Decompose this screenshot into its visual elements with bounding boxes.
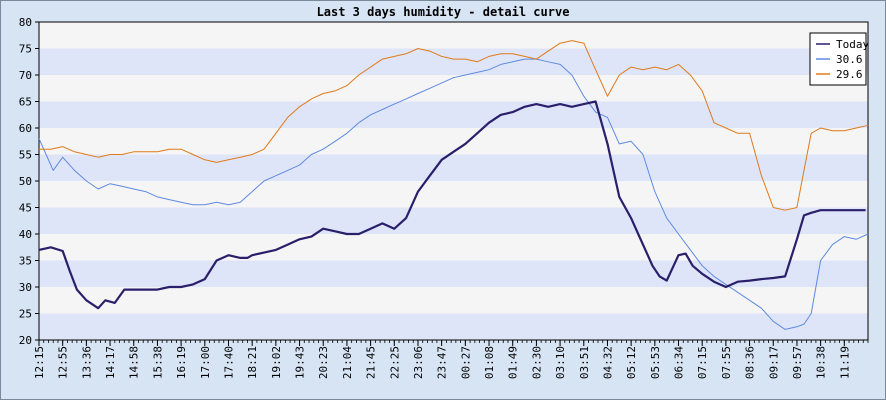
x-tick-label: 13:36	[80, 346, 93, 379]
x-tick-label: 06:34	[673, 346, 686, 379]
y-axis: 20 25 30 35 40 45 50 55 60 65 70 75 80	[19, 16, 39, 347]
grid-band	[39, 234, 868, 261]
x-tick-label: 15:38	[151, 346, 164, 379]
legend-label: Today	[836, 38, 869, 51]
x-tick-label: 07:55	[720, 346, 733, 379]
x-tick-label: 01:08	[483, 346, 496, 379]
x-tick-label: 04:32	[601, 346, 614, 379]
grid-band	[39, 287, 868, 314]
x-tick-label: 14:17	[104, 346, 117, 379]
y-tick-label: 25	[19, 308, 32, 321]
grid-bands	[38, 21, 869, 341]
grid-band	[39, 101, 868, 128]
y-tick-label: 30	[19, 281, 32, 294]
x-tick-label: 12:15	[33, 346, 46, 379]
x-tick-label: 00:27	[459, 346, 472, 379]
x-tick-label: 05:12	[625, 346, 638, 379]
y-tick-label: 75	[19, 43, 32, 56]
series-line-30-6	[38, 58, 869, 330]
y-tick-label: 65	[19, 96, 32, 109]
grid-band	[39, 313, 868, 340]
x-tick-label: 20:23	[317, 346, 330, 379]
x-tick-label: 11:19	[838, 346, 851, 379]
grid-band	[39, 48, 868, 75]
series-line-today	[38, 100, 866, 310]
y-tick-label: 20	[19, 334, 32, 347]
x-tick-label: 17:40	[222, 346, 235, 379]
grid-band	[39, 22, 868, 49]
x-tick-label: 22:25	[388, 346, 401, 379]
grid-band	[39, 75, 868, 102]
x-tick-label: 23:47	[436, 346, 449, 379]
x-tick-label: 21:45	[365, 346, 378, 379]
x-tick-label: 19:02	[270, 346, 283, 379]
chart-title: Last 3 days humidity - detail curve	[317, 5, 570, 19]
x-tick-label: 21:04	[341, 346, 354, 379]
grid-band	[39, 181, 868, 208]
x-tick-label: 18:21	[246, 346, 259, 379]
grid-band	[39, 128, 868, 155]
x-axis: 12:15 12:55 13:36 14:17 14:58 15:38 16:19 17:00…	[33, 340, 869, 379]
y-tick-label: 50	[19, 175, 32, 188]
series-lines	[38, 40, 869, 330]
x-tick-label: 14:58	[128, 346, 141, 379]
x-tick-label: 02:30	[530, 346, 543, 379]
x-tick-label: 12:55	[57, 346, 70, 379]
x-tick-label: 09:57	[791, 346, 804, 379]
y-tick-label: 70	[19, 69, 32, 82]
x-tick-label: 03:51	[578, 346, 591, 379]
x-tick-label: 09:17	[767, 346, 780, 379]
x-tick-label: 17:00	[199, 346, 212, 379]
grid-band	[39, 154, 868, 181]
grid-band	[39, 260, 868, 287]
grid-band	[39, 207, 868, 234]
x-tick-label: 05:53	[649, 346, 662, 379]
legend-label: 30.6	[836, 53, 863, 66]
y-tick-label: 45	[19, 202, 32, 215]
x-tick-label: 19:43	[294, 346, 307, 379]
x-tick-label: 07:15	[696, 346, 709, 379]
x-tick-label: 01:49	[507, 346, 520, 379]
series-line-29-6	[39, 40, 869, 211]
x-tick-label: 23:06	[412, 346, 425, 379]
y-tick-label: 55	[19, 149, 32, 162]
y-tick-label: 80	[19, 16, 32, 29]
y-tick-label: 35	[19, 255, 32, 268]
y-tick-label: 60	[19, 122, 32, 135]
legend-label: 29.6	[836, 68, 863, 81]
x-tick-label: 08:36	[744, 346, 757, 379]
x-tick-label: 10:38	[815, 346, 828, 379]
legend: Today 30.6 29.6	[809, 32, 869, 86]
x-tick-label: 16:19	[175, 346, 188, 379]
y-tick-label: 40	[19, 228, 32, 241]
x-tick-label: 03:10	[554, 346, 567, 379]
